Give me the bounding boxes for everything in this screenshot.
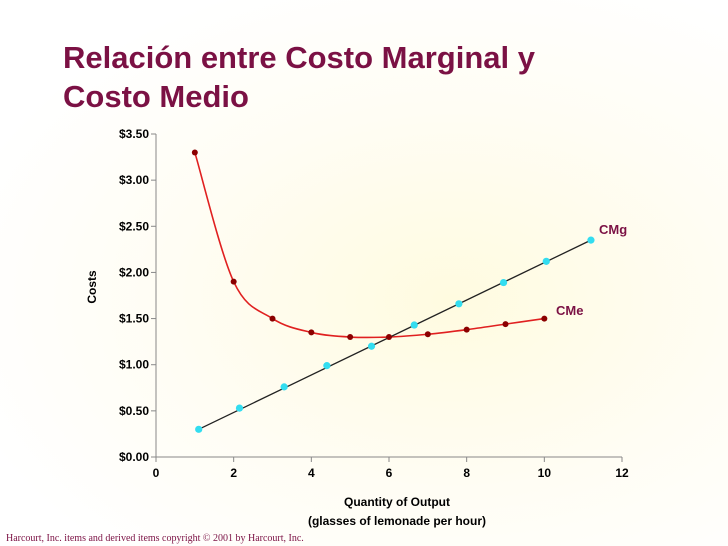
- data-point-cmg: [542, 257, 550, 265]
- data-point-cmg: [235, 404, 244, 412]
- y-tick-label: $1.50: [119, 312, 149, 326]
- y-axis-label: Costs: [85, 270, 99, 304]
- x-tick-label: 4: [308, 466, 315, 480]
- series-line-cme: [194, 152, 545, 339]
- x-tick-label: 6: [386, 466, 393, 480]
- data-point-cme: [424, 331, 431, 338]
- series-label-cme: CMe: [556, 303, 583, 318]
- x-tick-label: 12: [615, 466, 629, 480]
- x-tick-label: 0: [153, 466, 160, 480]
- data-point-cmg: [195, 425, 203, 433]
- title-line-2: Costo Medio: [63, 79, 249, 114]
- data-point-cme: [230, 278, 237, 285]
- data-point-cme: [347, 334, 354, 341]
- data-point-cmg: [280, 383, 288, 391]
- series-line-cmg: [198, 239, 592, 430]
- y-tick-label: $2.00: [119, 265, 149, 279]
- x-axis-label-line-1: Quantity of Output: [344, 495, 450, 509]
- x-axis-label-line-2: (glasses of lemonade per hour): [308, 514, 486, 528]
- x-tick-label: 8: [463, 466, 470, 480]
- data-point-cme: [386, 334, 392, 341]
- data-point-cmg: [499, 278, 508, 287]
- data-point-cme: [463, 326, 470, 333]
- y-tick-label: $3.50: [119, 127, 149, 141]
- data-point-cme: [502, 321, 509, 328]
- data-point-cmg: [410, 321, 418, 329]
- y-tick-label: $1.00: [119, 358, 149, 372]
- y-tick-label: $3.00: [119, 173, 149, 187]
- data-point-cmg: [587, 236, 595, 244]
- data-point-cme: [191, 149, 198, 156]
- data-point-cme: [269, 315, 276, 322]
- x-tick-label: 10: [538, 466, 552, 480]
- data-point-cmg: [455, 300, 463, 308]
- data-point-cme: [308, 329, 315, 336]
- y-tick-label: $0.50: [119, 404, 149, 418]
- data-point-cmg: [367, 342, 376, 350]
- series-layer: [191, 149, 595, 433]
- copyright-footer: Harcourt, Inc. items and derived items c…: [6, 533, 304, 544]
- y-tick-label: $0.00: [119, 450, 149, 464]
- x-axis-ticks: 0 2 4 6 8 10 12: [153, 457, 629, 480]
- x-tick-label: 2: [230, 466, 237, 480]
- title-line-1: Relación entre Costo Marginal y: [63, 40, 535, 75]
- page-title: Relación entre Costo Marginal y Costo Me…: [63, 38, 663, 116]
- y-axis-ticks: $0.00 $0.50 $1.00 $1.50 $2.00 $2.50 $3.00 $3.50: [119, 127, 156, 464]
- data-point-cmg: [323, 362, 331, 370]
- series-label-cmg: CMg: [599, 222, 627, 237]
- data-point-cme: [541, 315, 548, 322]
- y-tick-label: $2.50: [119, 219, 149, 233]
